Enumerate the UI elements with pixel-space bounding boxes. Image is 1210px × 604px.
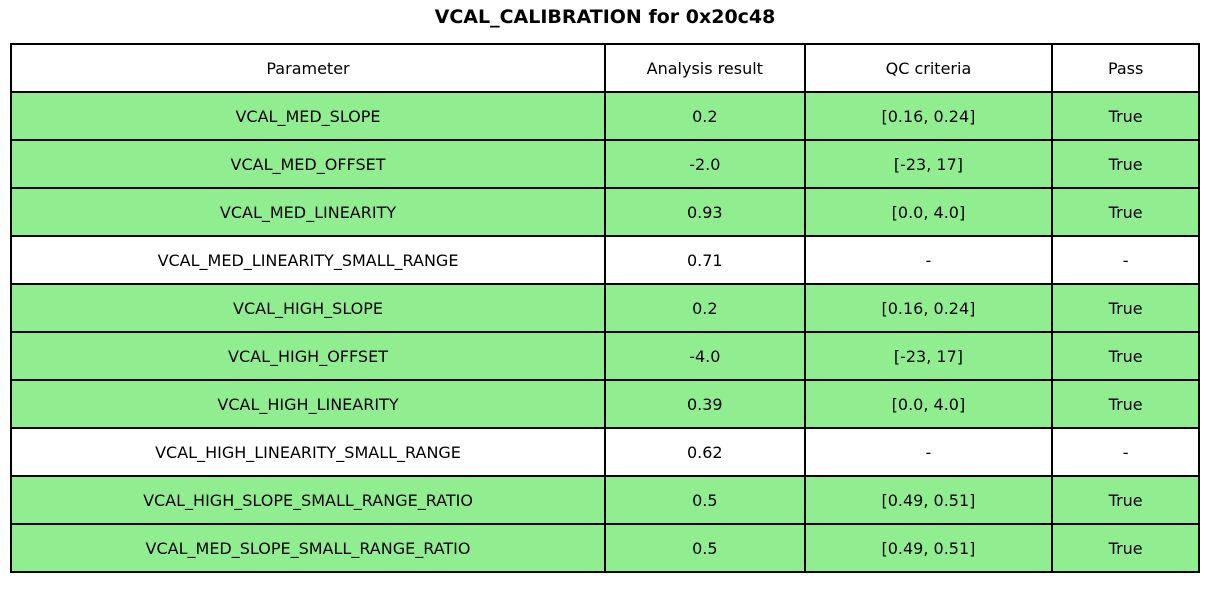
- cell-analysis-result: 0.62: [604, 427, 806, 477]
- cell-analysis-result: 0.93: [604, 187, 806, 237]
- cell-analysis-result: 0.5: [604, 475, 806, 525]
- cell-analysis-result: -2.0: [604, 139, 806, 189]
- cell-pass: True: [1051, 379, 1200, 429]
- table-row: VCAL_MED_LINEARITY_SMALL_RANGE 0.71 - -: [9, 235, 1200, 285]
- table-row: VCAL_HIGH_LINEARITY 0.39 [0.0, 4.0] True: [9, 379, 1200, 429]
- cell-pass: True: [1051, 187, 1200, 237]
- cell-qc-criteria: -: [803, 235, 1054, 285]
- cell-qc-criteria: [0.49, 0.51]: [803, 523, 1054, 573]
- cell-parameter: VCAL_HIGH_LINEARITY: [9, 379, 607, 429]
- cell-analysis-result: -4.0: [604, 331, 806, 381]
- cell-parameter: VCAL_HIGH_SLOPE: [9, 283, 607, 333]
- table-row: VCAL_HIGH_LINEARITY_SMALL_RANGE 0.62 - -: [9, 427, 1200, 477]
- cell-pass: True: [1051, 139, 1200, 189]
- cell-parameter: VCAL_HIGH_OFFSET: [9, 331, 607, 381]
- cell-pass: True: [1051, 523, 1200, 573]
- table-row: VCAL_MED_SLOPE_SMALL_RANGE_RATIO 0.5 [0.…: [9, 523, 1200, 573]
- table-row: VCAL_HIGH_OFFSET -4.0 [-23, 17] True: [9, 331, 1200, 381]
- cell-analysis-result: 0.39: [604, 379, 806, 429]
- column-header-qc-criteria: QC criteria: [803, 43, 1054, 93]
- table-body: VCAL_MED_SLOPE 0.2 [0.16, 0.24] True VCA…: [9, 91, 1200, 573]
- cell-pass: True: [1051, 475, 1200, 525]
- column-header-parameter: Parameter: [9, 43, 607, 93]
- cell-pass: True: [1051, 331, 1200, 381]
- cell-parameter: VCAL_HIGH_SLOPE_SMALL_RANGE_RATIO: [9, 475, 607, 525]
- cell-parameter: VCAL_MED_SLOPE: [9, 91, 607, 141]
- cell-analysis-result: 0.5: [604, 523, 806, 573]
- column-header-pass: Pass: [1051, 43, 1200, 93]
- cell-pass: True: [1051, 283, 1200, 333]
- cell-qc-criteria: [-23, 17]: [803, 331, 1054, 381]
- cell-qc-criteria: [0.49, 0.51]: [803, 475, 1054, 525]
- cell-qc-criteria: [0.0, 4.0]: [803, 379, 1054, 429]
- cell-parameter: VCAL_HIGH_LINEARITY_SMALL_RANGE: [9, 427, 607, 477]
- table-row: VCAL_HIGH_SLOPE 0.2 [0.16, 0.24] True: [9, 283, 1200, 333]
- table-row: VCAL_MED_SLOPE 0.2 [0.16, 0.24] True: [9, 91, 1200, 141]
- cell-parameter: VCAL_MED_SLOPE_SMALL_RANGE_RATIO: [9, 523, 607, 573]
- cell-parameter: VCAL_MED_LINEARITY: [9, 187, 607, 237]
- page-title: VCAL_CALIBRATION for 0x20c48: [434, 6, 776, 28]
- cell-qc-criteria: [-23, 17]: [803, 139, 1054, 189]
- qc-table: Parameter Analysis result QC criteria Pa…: [9, 43, 1200, 573]
- header-row: Parameter Analysis result QC criteria Pa…: [9, 43, 1200, 93]
- cell-qc-criteria: [0.0, 4.0]: [803, 187, 1054, 237]
- column-header-analysis-result: Analysis result: [604, 43, 806, 93]
- cell-analysis-result: 0.2: [604, 283, 806, 333]
- cell-analysis-result: 0.2: [604, 91, 806, 141]
- cell-qc-criteria: [0.16, 0.24]: [803, 91, 1054, 141]
- table-row: VCAL_HIGH_SLOPE_SMALL_RANGE_RATIO 0.5 [0…: [9, 475, 1200, 525]
- cell-parameter: VCAL_MED_OFFSET: [9, 139, 607, 189]
- cell-pass: -: [1051, 235, 1200, 285]
- cell-pass: True: [1051, 91, 1200, 141]
- cell-pass: -: [1051, 427, 1200, 477]
- table-row: VCAL_MED_LINEARITY 0.93 [0.0, 4.0] True: [9, 187, 1200, 237]
- cell-qc-criteria: [0.16, 0.24]: [803, 283, 1054, 333]
- cell-parameter: VCAL_MED_LINEARITY_SMALL_RANGE: [9, 235, 607, 285]
- cell-qc-criteria: -: [803, 427, 1054, 477]
- cell-analysis-result: 0.71: [604, 235, 806, 285]
- table-row: VCAL_MED_OFFSET -2.0 [-23, 17] True: [9, 139, 1200, 189]
